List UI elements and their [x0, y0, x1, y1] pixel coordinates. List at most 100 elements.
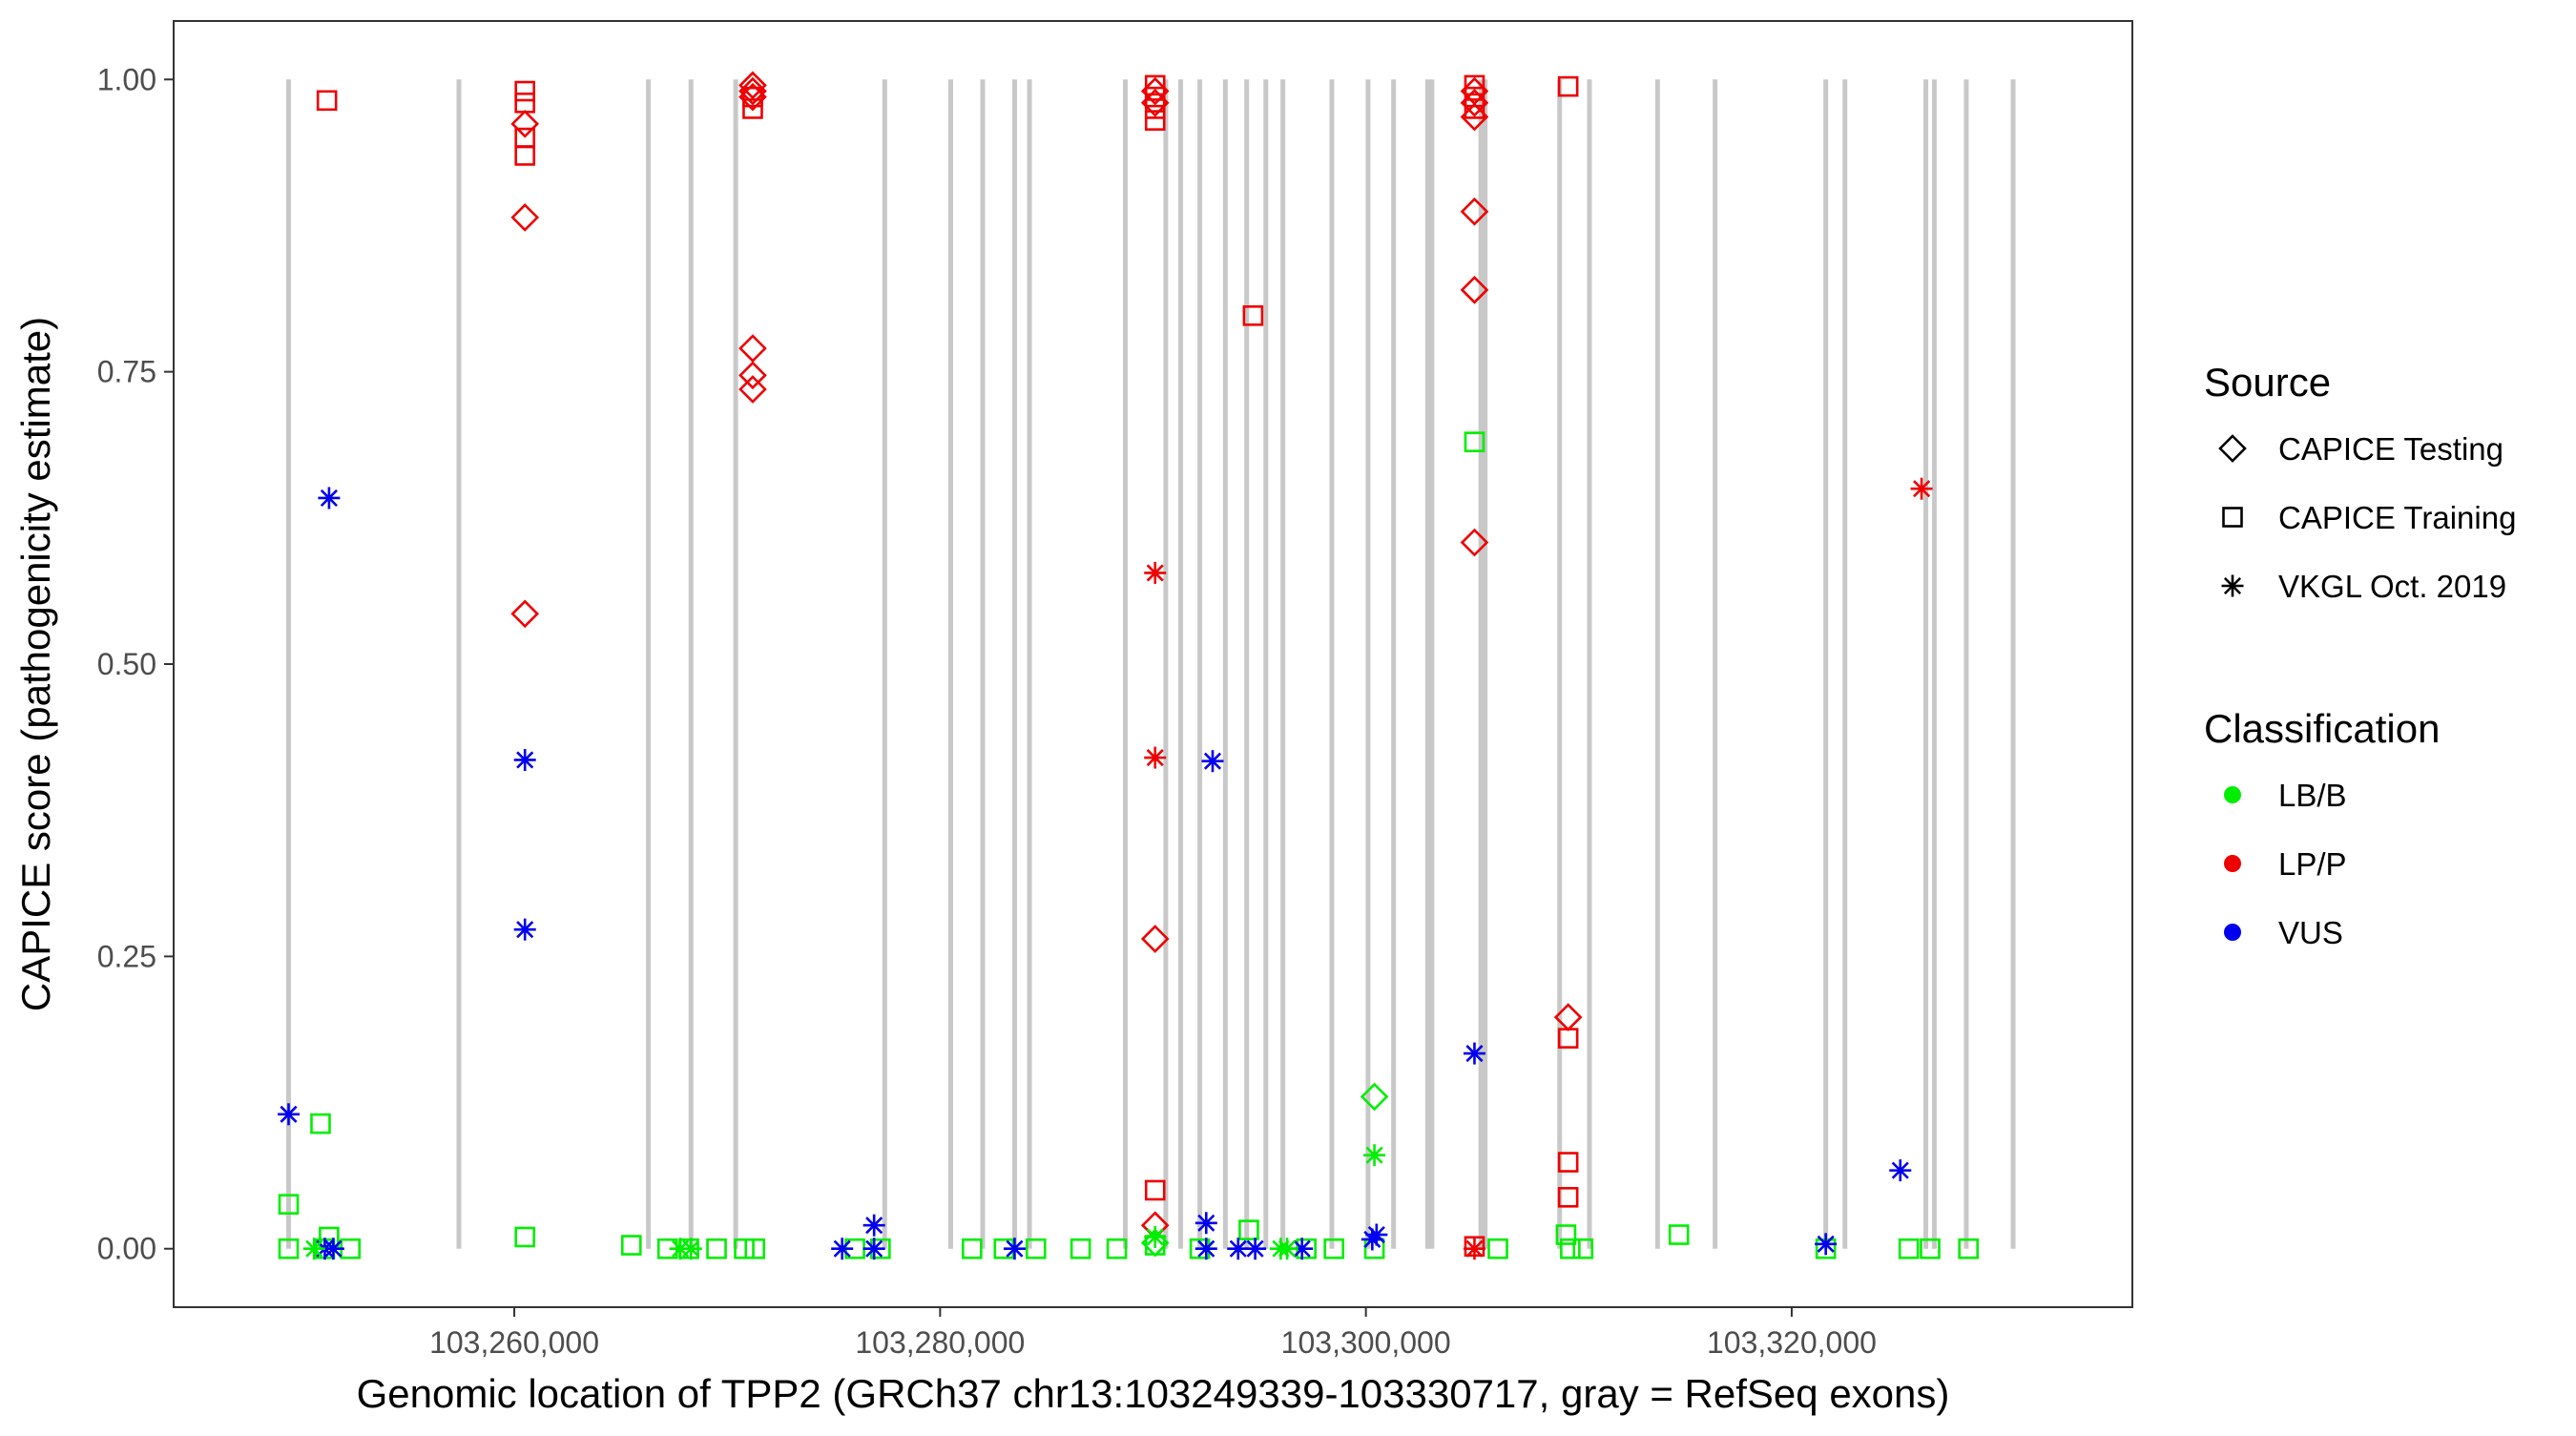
data-point	[1201, 750, 1224, 773]
data-point	[1560, 1238, 1581, 1259]
data-point	[620, 1235, 642, 1256]
data-point	[1242, 305, 1264, 326]
data-point	[1889, 1159, 1912, 1182]
data-point	[1244, 1238, 1267, 1260]
data-point	[302, 1238, 325, 1260]
data-point	[734, 1238, 755, 1259]
data-point	[514, 92, 536, 114]
x-tick-label: 103,260,000	[429, 1325, 599, 1360]
data-point	[1144, 1179, 1166, 1201]
y-tick-label: 0.50	[97, 647, 156, 681]
legend-source-label: VKGL Oct. 2019	[2278, 569, 2506, 604]
data-point	[1144, 746, 1167, 769]
data-point	[1464, 74, 1485, 96]
data-point	[513, 918, 536, 941]
data-point	[742, 98, 763, 119]
legend: Source CAPICE Testing CAPICE Training VKGL …	[2204, 360, 2516, 950]
data-point	[1958, 1238, 1979, 1259]
data-point	[1815, 1233, 1838, 1256]
legend-class-label: VUS	[2278, 915, 2343, 950]
data-point	[1360, 1082, 1389, 1112]
data-point	[278, 1238, 300, 1259]
data-point	[1572, 1238, 1594, 1259]
data-point	[1668, 1224, 1690, 1245]
y-axis: 0.00 0.25 0.50 0.75 1.00	[97, 62, 174, 1266]
data-point	[1463, 1238, 1485, 1260]
data-point	[1920, 1238, 1941, 1259]
data-point	[862, 1214, 885, 1237]
data-point	[278, 1194, 300, 1215]
data-point	[1276, 1238, 1298, 1260]
data-point	[510, 203, 540, 232]
data-point	[1463, 1042, 1485, 1065]
data-point	[510, 599, 540, 629]
data-point	[862, 1238, 885, 1260]
data-point	[1460, 528, 1489, 557]
data-point	[962, 1238, 983, 1259]
legend-source-label: CAPICE Testing	[2278, 431, 2503, 467]
x-tick-label: 103,300,000	[1281, 1325, 1451, 1360]
data-point	[1144, 110, 1166, 131]
data-point	[738, 334, 767, 363]
data-point	[510, 110, 540, 138]
data-point	[1195, 1238, 1217, 1260]
y-tick-label: 0.00	[97, 1232, 156, 1266]
data-point	[514, 80, 536, 102]
data-point	[1460, 276, 1489, 304]
y-tick-label: 0.75	[97, 355, 156, 389]
data-point	[1070, 1238, 1091, 1259]
data-point	[679, 1238, 702, 1260]
data-point	[1238, 1219, 1259, 1240]
data-point	[513, 748, 536, 771]
data-point	[1361, 1228, 1383, 1251]
legend-class-key	[2224, 855, 2241, 872]
data-point	[1106, 1238, 1128, 1259]
data-point	[1144, 1225, 1167, 1248]
data-point	[1464, 86, 1485, 108]
data-points	[278, 71, 1979, 1260]
data-point	[514, 145, 536, 166]
data-point	[744, 1238, 766, 1259]
data-point	[514, 1226, 536, 1248]
data-point	[1464, 98, 1485, 119]
data-point	[1323, 1238, 1344, 1259]
y-axis-label: CAPICE score (pathogenicity estimate)	[13, 317, 58, 1011]
legend-source-key	[2218, 434, 2247, 463]
data-point	[1557, 1187, 1579, 1208]
data-point	[316, 90, 338, 112]
legend-source-title: Source	[2204, 360, 2331, 405]
data-point	[706, 1238, 727, 1259]
data-point	[1144, 86, 1166, 108]
data-point	[1144, 74, 1166, 96]
data-point	[738, 71, 767, 100]
legend-class-label: LP/P	[2278, 846, 2347, 882]
data-point	[322, 1238, 344, 1260]
legend-class-title: Classification	[2204, 706, 2440, 751]
x-axis: 103,260,000 103,280,000 103,300,000 103,320…	[429, 1307, 1877, 1360]
data-point	[1144, 561, 1167, 584]
data-point	[738, 375, 767, 404]
data-point	[1140, 925, 1170, 953]
data-point	[1460, 197, 1489, 226]
data-point	[742, 86, 763, 108]
data-point	[1144, 98, 1166, 119]
data-point	[1464, 431, 1485, 452]
legend-source-key	[2221, 574, 2244, 597]
x-axis-label: Genomic location of TPP2 (GRCh37 chr13:1…	[357, 1371, 1950, 1416]
legend-class-key	[2224, 786, 2241, 803]
data-point	[1557, 1152, 1579, 1173]
x-tick-label: 103,280,000	[855, 1325, 1025, 1360]
data-point	[831, 1238, 854, 1260]
y-tick-label: 1.00	[97, 62, 156, 96]
legend-source-label: CAPICE Training	[2278, 500, 2516, 535]
data-point	[1195, 1212, 1217, 1235]
data-point	[318, 487, 341, 510]
data-point	[310, 1113, 331, 1134]
data-point	[1025, 1238, 1047, 1259]
data-point	[1557, 1028, 1579, 1049]
data-point	[1003, 1238, 1026, 1260]
data-point	[1555, 1224, 1577, 1245]
